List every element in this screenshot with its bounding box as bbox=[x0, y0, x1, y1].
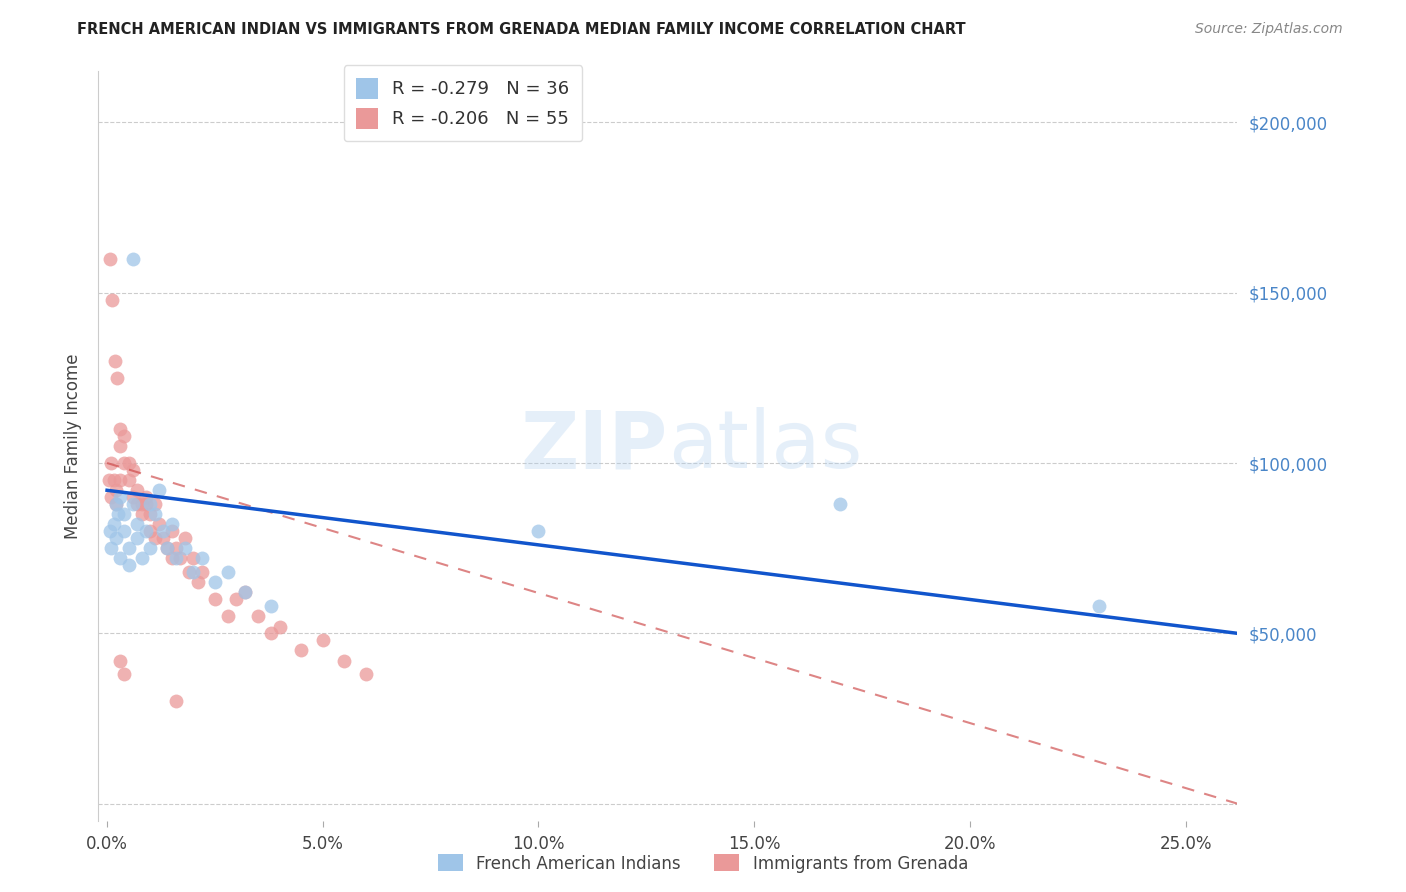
Point bbox=[156, 541, 179, 556]
Point bbox=[217, 609, 239, 624]
Point bbox=[135, 524, 157, 538]
Text: FRENCH AMERICAN INDIAN VS IMMIGRANTS FROM GRENADA MEDIAN FAMILY INCOME CORRELATI: FRENCH AMERICAN INDIAN VS IMMIGRANTS FRO… bbox=[77, 22, 966, 37]
Point bbox=[152, 524, 174, 538]
Point bbox=[260, 599, 283, 613]
Point bbox=[122, 490, 145, 504]
Point bbox=[290, 643, 312, 657]
Point bbox=[169, 551, 191, 566]
Point bbox=[204, 592, 226, 607]
Point bbox=[100, 541, 122, 556]
Point bbox=[117, 541, 139, 556]
Point bbox=[122, 497, 145, 511]
Point bbox=[117, 456, 139, 470]
Point bbox=[173, 541, 195, 556]
Text: atlas: atlas bbox=[668, 407, 862, 485]
Point bbox=[183, 551, 205, 566]
Point bbox=[139, 524, 162, 538]
Point bbox=[148, 517, 170, 532]
Point bbox=[191, 565, 214, 579]
Text: ZIP: ZIP bbox=[520, 407, 668, 485]
Point bbox=[127, 531, 149, 545]
Point bbox=[103, 517, 125, 532]
Point bbox=[143, 531, 166, 545]
Point bbox=[105, 371, 128, 385]
Point bbox=[108, 490, 131, 504]
Point bbox=[269, 619, 291, 633]
Point bbox=[233, 585, 256, 599]
Point bbox=[100, 252, 122, 266]
Point bbox=[108, 422, 131, 436]
Point bbox=[160, 524, 183, 538]
Point bbox=[100, 456, 122, 470]
Point bbox=[103, 473, 125, 487]
Point bbox=[108, 654, 131, 668]
Point bbox=[104, 531, 127, 545]
Point bbox=[127, 517, 149, 532]
Point bbox=[108, 473, 131, 487]
Point bbox=[217, 565, 239, 579]
Legend: French American Indians, Immigrants from Grenada: French American Indians, Immigrants from… bbox=[432, 847, 974, 880]
Point bbox=[98, 473, 121, 487]
Y-axis label: Median Family Income: Median Family Income bbox=[65, 353, 83, 539]
Point bbox=[127, 497, 149, 511]
Point bbox=[143, 507, 166, 521]
Point bbox=[117, 558, 139, 573]
Point bbox=[183, 565, 205, 579]
Point bbox=[148, 483, 170, 498]
Point bbox=[333, 654, 356, 668]
Point bbox=[233, 585, 256, 599]
Point bbox=[131, 551, 153, 566]
Point bbox=[165, 694, 187, 708]
Point bbox=[104, 497, 127, 511]
Point bbox=[139, 541, 162, 556]
Point bbox=[117, 473, 139, 487]
Point bbox=[527, 524, 550, 538]
Point bbox=[131, 497, 153, 511]
Point bbox=[112, 456, 135, 470]
Point bbox=[108, 439, 131, 453]
Point bbox=[160, 517, 183, 532]
Point bbox=[191, 551, 214, 566]
Point bbox=[108, 551, 131, 566]
Point bbox=[131, 507, 153, 521]
Point bbox=[127, 483, 149, 498]
Point bbox=[122, 252, 145, 266]
Point bbox=[165, 551, 187, 566]
Point bbox=[354, 667, 377, 681]
Point bbox=[312, 633, 335, 648]
Point bbox=[143, 497, 166, 511]
Point bbox=[135, 497, 157, 511]
Point bbox=[156, 541, 179, 556]
Point bbox=[100, 490, 122, 504]
Point bbox=[101, 293, 124, 307]
Point bbox=[260, 626, 283, 640]
Point bbox=[112, 429, 135, 443]
Point bbox=[152, 531, 174, 545]
Point bbox=[204, 575, 226, 590]
Point bbox=[160, 551, 183, 566]
Point bbox=[247, 609, 270, 624]
Point bbox=[104, 354, 127, 368]
Point bbox=[122, 463, 145, 477]
Point bbox=[1088, 599, 1111, 613]
Point bbox=[112, 507, 135, 521]
Text: Source: ZipAtlas.com: Source: ZipAtlas.com bbox=[1195, 22, 1343, 37]
Point bbox=[104, 483, 127, 498]
Point bbox=[187, 575, 209, 590]
Point bbox=[139, 507, 162, 521]
Legend: R = -0.279   N = 36, R = -0.206   N = 55: R = -0.279 N = 36, R = -0.206 N = 55 bbox=[343, 65, 582, 142]
Point bbox=[112, 667, 135, 681]
Point bbox=[104, 497, 127, 511]
Point bbox=[173, 531, 195, 545]
Point bbox=[177, 565, 200, 579]
Point bbox=[225, 592, 247, 607]
Point bbox=[107, 507, 129, 521]
Point bbox=[135, 490, 157, 504]
Point bbox=[139, 497, 162, 511]
Point bbox=[830, 497, 852, 511]
Point bbox=[100, 524, 122, 538]
Point bbox=[112, 524, 135, 538]
Point bbox=[165, 541, 187, 556]
